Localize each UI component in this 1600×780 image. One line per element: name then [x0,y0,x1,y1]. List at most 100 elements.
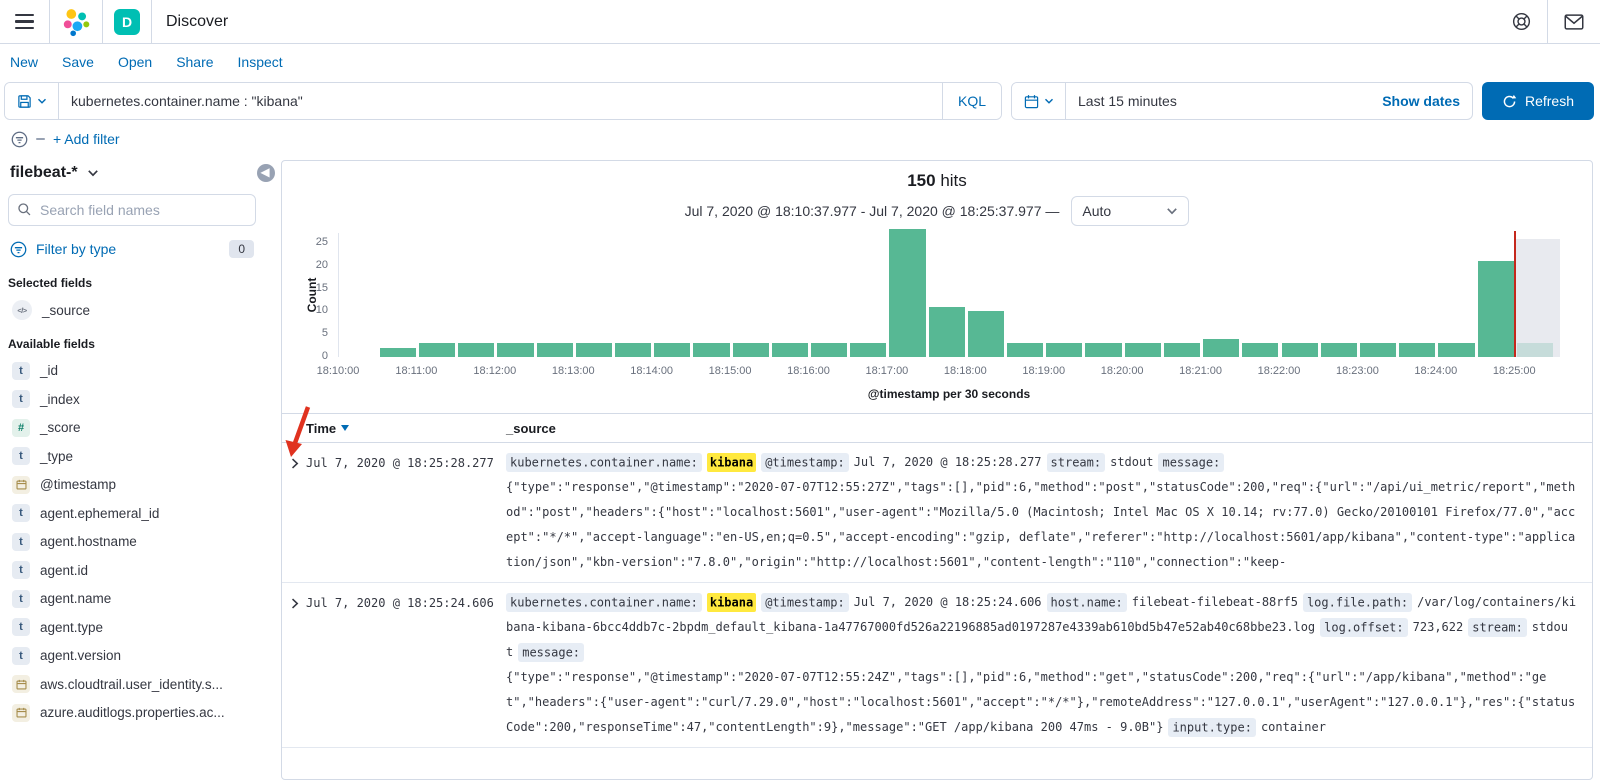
add-filter-link[interactable]: + Add filter [53,131,120,147]
field-item-agent.id[interactable]: t agent.id [8,556,256,585]
x-axis-tick: 18:18:00 [943,365,987,377]
refresh-button[interactable]: Refresh [1482,82,1594,120]
date-field-icon [12,703,30,722]
histogram-bar[interactable] [732,343,769,357]
histogram-bar[interactable] [771,343,808,357]
histogram-bar[interactable] [1399,343,1436,357]
histogram-bar[interactable] [1124,343,1161,357]
elastic-logo-icon [63,8,90,36]
field-item-aws.cloudtrail.user_identity.s...[interactable]: aws.cloudtrail.user_identity.s... [8,670,256,699]
menu-item-share[interactable]: Share [176,54,214,70]
help-button[interactable] [1496,0,1547,43]
discover-content: filebeat-* Filter by type 0 Selected fie… [0,157,1600,780]
field-item-agent.ephemeral_id[interactable]: t agent.ephemeral_id [8,499,256,528]
nav-menu-segment [0,0,49,43]
histogram-bar[interactable] [889,229,926,357]
histogram-bar[interactable] [1046,343,1083,357]
histogram-bar[interactable] [379,347,416,357]
histogram-bar[interactable] [497,343,534,357]
field-item-azure.auditlogs.properties.ac...[interactable]: azure.auditlogs.properties.ac... [8,699,256,728]
sort-descending-icon [341,425,350,431]
field-item-_score[interactable]: # _score [8,414,256,443]
histogram-bar[interactable] [418,343,456,357]
fields-sidebar: filebeat-* Filter by type 0 Selected fie… [0,161,262,727]
histogram-bar[interactable] [1320,343,1357,357]
histogram-bar[interactable] [1477,261,1514,357]
field-item-@timestamp[interactable]: @timestamp [8,471,256,500]
histogram-bar[interactable] [536,343,573,357]
interval-select[interactable]: Auto [1071,196,1190,226]
y-axis-tick: 15 [315,281,328,294]
menu-item-save[interactable]: Save [62,54,94,70]
expand-row-button[interactable] [287,456,302,471]
chevron-down-icon [37,98,46,104]
histogram-bar[interactable] [614,343,652,357]
saved-query-button[interactable] [5,83,59,119]
histogram-bar[interactable] [1242,343,1279,357]
collapse-sidebar-button[interactable]: ◀ [257,164,275,182]
menu-item-new[interactable]: New [10,54,39,70]
histogram-bar[interactable] [1359,343,1397,357]
space-selector[interactable]: D [103,0,151,43]
string-field-icon: t [12,504,30,523]
field-name-token: log.offset: [1320,617,1408,637]
chart-time-range: Jul 7, 2020 @ 18:10:37.977 - Jul 7, 2020… [684,203,1060,219]
menu-bar: New Save Open Share Inspect [0,44,1600,80]
field-name: agent.hostname [40,534,137,550]
string-field-icon: t [12,646,30,665]
filter-by-type[interactable]: Filter by type 0 [8,235,256,271]
index-pattern-selector[interactable]: filebeat-* [8,161,256,193]
histogram-bar[interactable] [1203,338,1240,357]
histogram-bar[interactable] [1007,343,1044,357]
header-divider [102,0,103,43]
index-pattern-name: filebeat-* [10,164,78,181]
histogram-bar[interactable] [1163,343,1201,357]
histogram-bar[interactable] [693,343,730,357]
field-item-_index[interactable]: t _index [8,385,256,414]
x-axis-tick: 18:24:00 [1414,365,1458,377]
field-item-agent.type[interactable]: t agent.type [8,613,256,642]
date-quick-select-button[interactable] [1012,83,1066,119]
histogram-bar[interactable] [1438,343,1475,357]
field-name-token: kubernetes.container.name: [506,452,702,472]
doc-table-body: Jul 7, 2020 @ 18:25:28.277 kubernetes.con… [282,443,1592,748]
histogram-bar[interactable] [575,343,612,357]
field-item-agent.name[interactable]: t agent.name [8,585,256,614]
field-item-agent.version[interactable]: t agent.version [8,642,256,671]
field-search-input[interactable] [8,194,256,226]
histogram-bar[interactable] [928,306,965,357]
hits-count: 150 [907,171,936,190]
date-field-icon [12,675,30,694]
field-item-agent.hostname[interactable]: t agent.hostname [8,528,256,557]
field-name-token: kubernetes.container.name: [506,592,702,612]
time-column-header[interactable]: Time [306,421,506,436]
field-item-_source[interactable]: </> _source [8,296,256,325]
histogram-bar[interactable] [811,343,848,357]
chevron-down-icon [1044,98,1053,104]
histogram-bar[interactable] [850,343,887,357]
histogram-bar[interactable] [654,343,691,357]
query-language-button[interactable]: KQL [941,83,1001,119]
show-dates-link[interactable]: Show dates [1382,93,1460,109]
elastic-logo[interactable] [50,0,102,43]
menu-item-open[interactable]: Open [117,54,153,70]
field-item-_type[interactable]: t _type [8,442,256,471]
field-item-_id[interactable]: t _id [8,357,256,386]
hamburger-menu-icon[interactable] [11,10,38,33]
help-lifebuoy-icon [1512,12,1531,31]
y-axis-tick: 10 [315,304,328,317]
doc-table: Time _source Jul 7, 2020 @ 18:25:28.277 k… [282,413,1592,748]
interval-value: Auto [1082,203,1112,219]
time-range-display[interactable]: Last 15 minutes Show dates [1066,83,1472,119]
histogram-bar[interactable] [458,343,495,357]
menu-item-inspect[interactable]: Inspect [237,54,283,70]
histogram-bar[interactable] [967,311,1005,357]
x-axis-tick: 18:16:00 [787,365,830,377]
histogram-bar[interactable] [1281,343,1318,357]
source-text: container [1260,720,1326,734]
newsfeed-button[interactable] [1548,0,1600,43]
search-query-input[interactable] [59,83,942,119]
expand-row-button[interactable] [287,596,302,611]
filter-icon[interactable] [11,131,28,148]
histogram-bar[interactable] [1085,343,1122,357]
